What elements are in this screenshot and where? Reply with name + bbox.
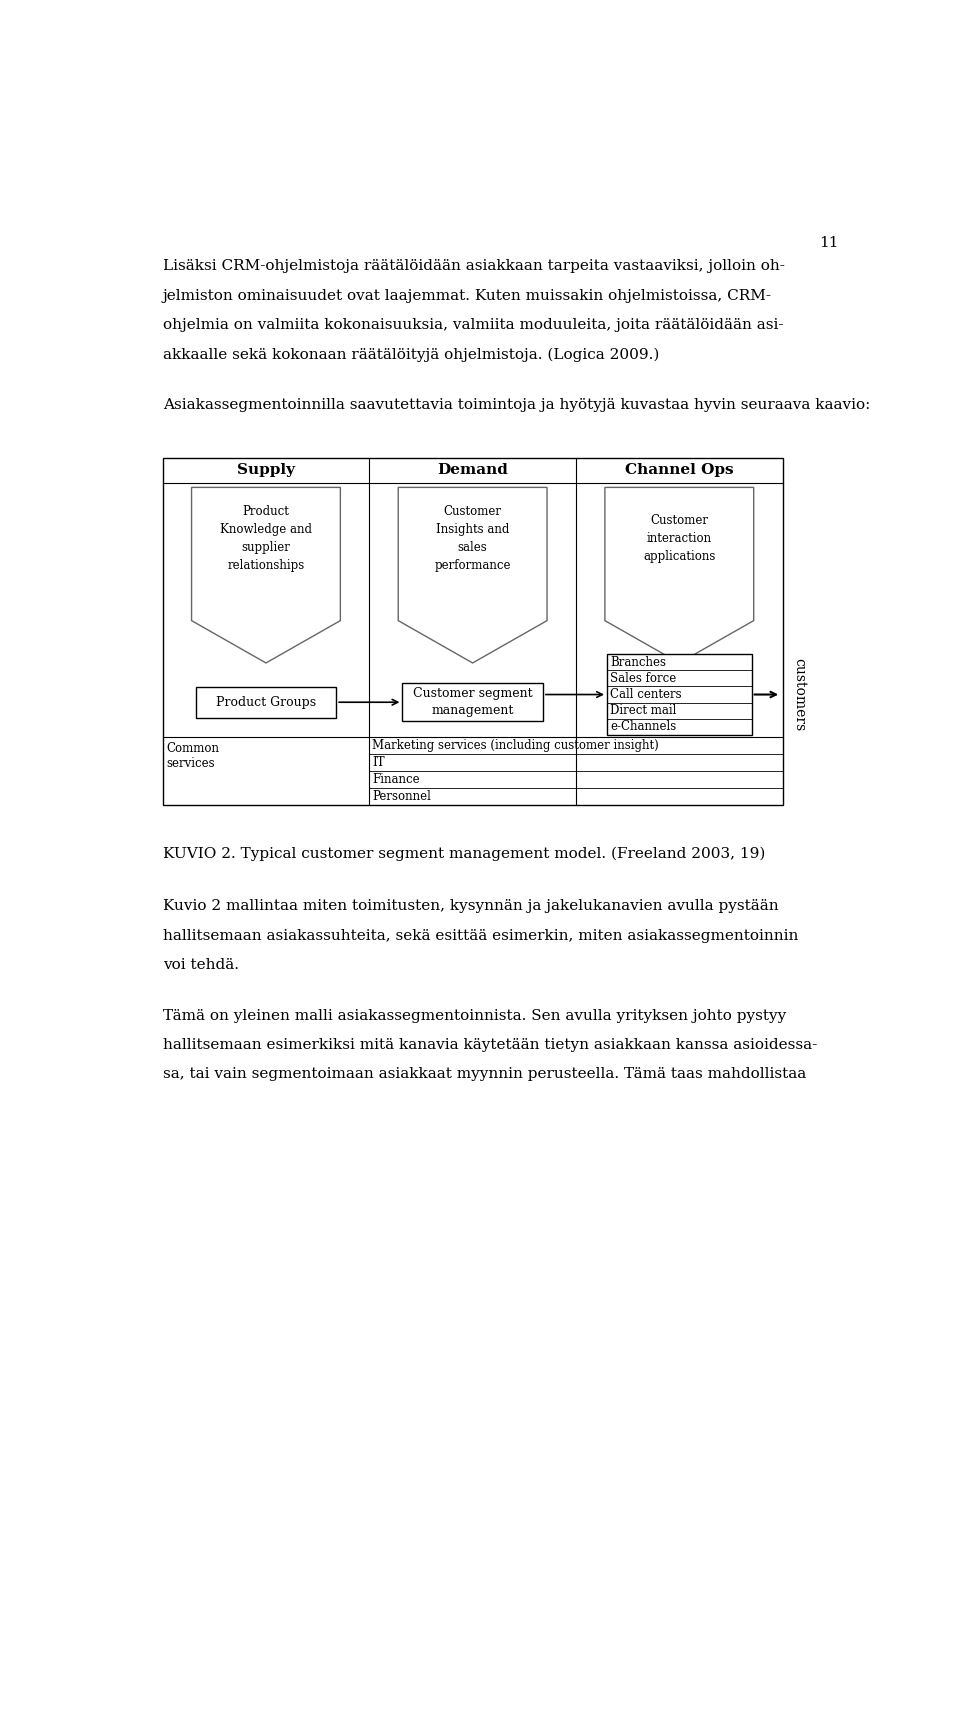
Text: Direct mail: Direct mail (610, 704, 677, 718)
Text: jelmiston ominaisuudet ovat laajemmat. Kuten muissakin ohjelmistoissa, CRM-: jelmiston ominaisuudet ovat laajemmat. K… (162, 288, 772, 302)
Bar (402, 683, 543, 721)
Text: ohjelmia on valmiita kokonaisuuksia, valmiita moduuleita, joita räätälöidään asi: ohjelmia on valmiita kokonaisuuksia, val… (162, 318, 783, 331)
Text: Call centers: Call centers (610, 689, 682, 701)
Polygon shape (192, 487, 341, 663)
Text: Channel Ops: Channel Ops (625, 464, 733, 478)
Text: Asiakassegmentoinnilla saavutettavia toimintoja ja hyötyjä kuvastaa hyvin seuraa: Asiakassegmentoinnilla saavutettavia toi… (162, 399, 870, 413)
Text: KUVIO 2. Typical customer segment management model. (Freeland 2003, 19): KUVIO 2. Typical customer segment manage… (162, 847, 765, 861)
Text: Finance: Finance (372, 773, 420, 785)
Text: hallitsemaan asiakassuhteita, sekä esittää esimerkin, miten asiakassegmentoinnin: hallitsemaan asiakassuhteita, sekä esitt… (162, 929, 798, 942)
Text: Lisäksi CRM-ohjelmistoja räätälöidään asiakkaan tarpeita vastaaviksi, jolloin oh: Lisäksi CRM-ohjelmistoja räätälöidään as… (162, 259, 784, 273)
Polygon shape (398, 487, 547, 663)
Bar (162, 457, 782, 804)
Text: Customer segment
management: Customer segment management (413, 687, 533, 718)
Bar (196, 687, 336, 718)
Text: Demand: Demand (437, 464, 508, 478)
Text: Common
services: Common services (166, 742, 220, 770)
Text: Kuvio 2 mallintaa miten toimitusten, kysynnän ja jakelukanavien avulla pystään: Kuvio 2 mallintaa miten toimitusten, kys… (162, 899, 779, 913)
Text: customers: customers (793, 658, 806, 732)
Text: Personnel: Personnel (372, 791, 431, 803)
Text: Sales force: Sales force (610, 671, 676, 685)
Bar (607, 654, 752, 735)
Text: IT: IT (372, 756, 385, 768)
Text: akkaalle sekä kokonaan räätälöityjä ohjelmistoja. (Logica 2009.): akkaalle sekä kokonaan räätälöityjä ohje… (162, 347, 659, 362)
Text: Customer
Insights and
sales
performance: Customer Insights and sales performance (434, 504, 511, 571)
Text: Tämä on yleinen malli asiakassegmentoinnista. Sen avulla yrityksen johto pystyy: Tämä on yleinen malli asiakassegmentoinn… (162, 1008, 786, 1024)
Text: hallitsemaan esimerkiksi mitä kanavia käytetään tietyn asiakkaan kanssa asioides: hallitsemaan esimerkiksi mitä kanavia kä… (162, 1037, 817, 1051)
Text: e-Channels: e-Channels (610, 720, 676, 734)
Text: 11: 11 (820, 236, 839, 250)
Text: Product Groups: Product Groups (216, 696, 316, 709)
Text: Customer
interaction
applications: Customer interaction applications (643, 514, 715, 563)
Text: Branches: Branches (610, 656, 666, 668)
Text: sa, tai vain segmentoimaan asiakkaat myynnin perusteella. Tämä taas mahdollistaa: sa, tai vain segmentoimaan asiakkaat myy… (162, 1067, 805, 1080)
Text: Marketing services (including customer insight): Marketing services (including customer i… (372, 739, 660, 753)
Text: voi tehdä.: voi tehdä. (162, 958, 239, 972)
Polygon shape (605, 487, 754, 663)
Text: Product
Knowledge and
supplier
relationships: Product Knowledge and supplier relations… (220, 504, 312, 571)
Text: Supply: Supply (237, 464, 295, 478)
